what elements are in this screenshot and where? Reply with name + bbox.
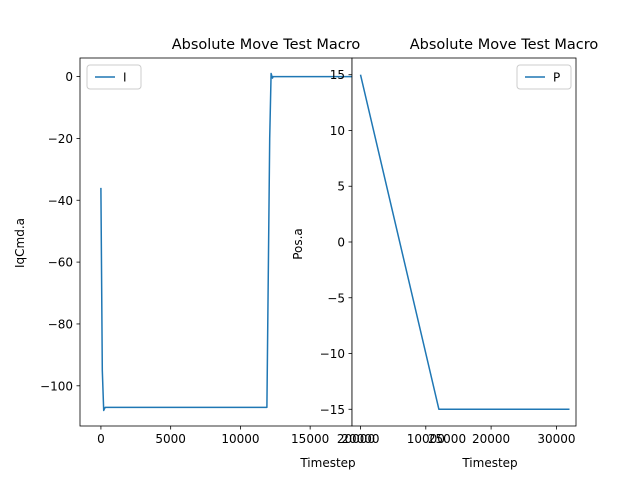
y-tick-label: −15 — [320, 403, 345, 417]
plot-area — [80, 58, 352, 426]
x-tick-label: 15000 — [291, 432, 329, 446]
y-axis-label: IqCmd.a — [13, 218, 27, 268]
x-tick-label: 10000 — [221, 432, 259, 446]
y-tick-label: −20 — [48, 132, 73, 146]
y-tick-label: 15 — [330, 68, 345, 82]
y-tick-label: −80 — [48, 317, 73, 331]
panel-iqcmd: 0 5000 10000 150000−20−40−60−80−100Absolute… — [13, 37, 360, 470]
y-tick-label: 10 — [330, 124, 345, 138]
series-line-I — [100, 72, 352, 412]
y-tick-label: −40 — [48, 194, 73, 208]
panel-pos: 20000 10000 20000 30000 15 10 5 0 −5 −10 −15 Absolu… — [291, 37, 598, 470]
overlap-tick-label: 20000 — [337, 432, 375, 446]
series-line-P — [359, 74, 570, 411]
y-tick-label: 0 — [337, 236, 345, 250]
overlap-tick-label: 25000 — [428, 432, 466, 446]
x-tick-label: 5000 — [155, 432, 186, 446]
y-tick-label: −100 — [40, 379, 73, 393]
y-tick-label: 0 — [65, 70, 73, 84]
x-tick-label: 30000 — [537, 432, 575, 446]
y-tick-label: −5 — [327, 291, 345, 305]
y-tick-label: −60 — [48, 256, 73, 270]
x-axis-label: Timestep — [299, 456, 355, 470]
x-tick-label: 0 — [97, 432, 105, 446]
x-axis-label: Timestep — [461, 456, 517, 470]
chart-title: Absolute Move Test Macro — [172, 37, 361, 53]
x-tick-label: 10000 — [407, 432, 445, 446]
y-tick-label: −10 — [320, 347, 345, 361]
x-tick-label: 20000 — [472, 432, 510, 446]
legend-label: P — [553, 71, 560, 85]
overlap-tick-labels: 25000 20000 — [337, 432, 466, 446]
x-tick-label: 20000 — [341, 432, 379, 446]
y-tick-label: 5 — [337, 180, 345, 194]
plot-area — [352, 58, 576, 426]
chart-title: Absolute Move Test Macro — [410, 37, 599, 53]
legend-label: I — [123, 71, 127, 85]
y-axis-label: Pos.a — [291, 228, 305, 260]
